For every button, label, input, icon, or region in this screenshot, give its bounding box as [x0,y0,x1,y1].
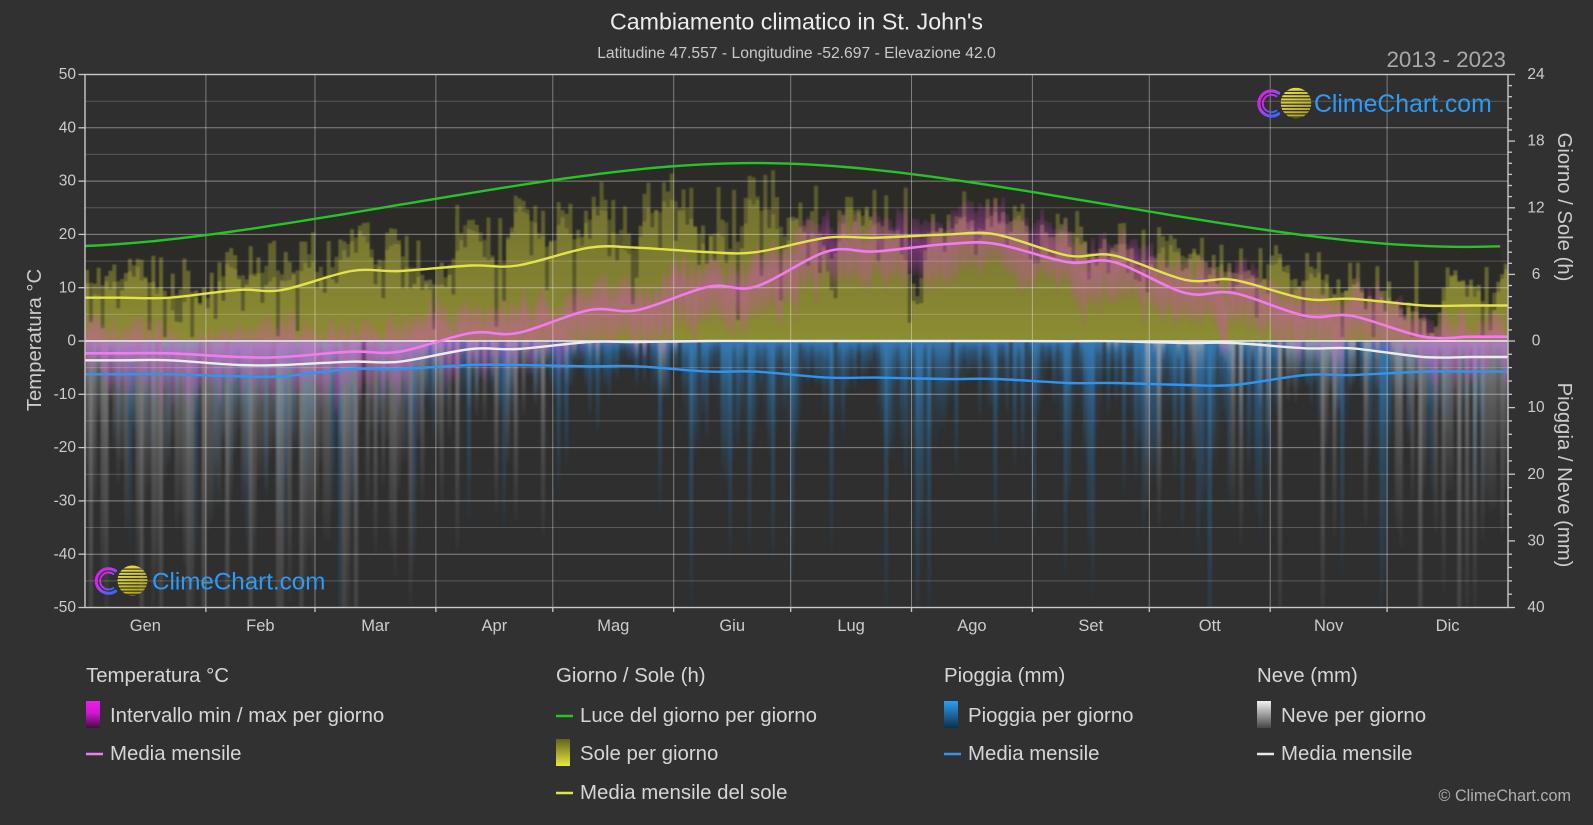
svg-text:Media mensile: Media mensile [1281,743,1412,765]
svg-text:Feb: Feb [246,617,274,635]
svg-text:Temperatura °C: Temperatura °C [86,665,229,687]
svg-text:© ClimeChart.com: © ClimeChart.com [1439,787,1571,805]
svg-text:Pioggia / Neve (mm): Pioggia / Neve (mm) [1553,383,1575,568]
svg-text:12: 12 [1527,199,1544,216]
svg-text:Giu: Giu [719,617,745,635]
svg-text:-40: -40 [54,546,77,563]
svg-text:ClimeChart.com: ClimeChart.com [152,569,325,596]
svg-text:Ott: Ott [1199,617,1221,635]
svg-text:10: 10 [1527,399,1545,416]
svg-text:40: 40 [59,119,77,136]
svg-text:-50: -50 [54,599,77,616]
svg-text:Giorno / Sole (h): Giorno / Sole (h) [1553,133,1575,282]
svg-text:10: 10 [59,279,77,296]
svg-text:Luce del giorno per giorno: Luce del giorno per giorno [580,705,817,727]
svg-text:50: 50 [59,66,77,83]
svg-text:Nov: Nov [1314,617,1344,635]
svg-text:Intervallo min / max per giorn: Intervallo min / max per giorno [110,705,384,727]
svg-text:Ago: Ago [957,617,986,635]
svg-text:Latitudine 47.557 - Longitudin: Latitudine 47.557 - Longitudine -52.697 … [597,45,996,62]
svg-text:30: 30 [1527,532,1545,549]
svg-text:Set: Set [1078,617,1103,635]
svg-text:24: 24 [1527,66,1545,83]
svg-text:Apr: Apr [482,617,508,635]
svg-text:Media mensile del sole: Media mensile del sole [580,782,787,804]
svg-text:Pioggia per giorno: Pioggia per giorno [968,705,1134,727]
svg-text:Mar: Mar [361,617,390,635]
svg-text:ClimeChart.com: ClimeChart.com [1314,91,1492,118]
svg-text:Media mensile: Media mensile [110,743,241,765]
svg-text:Media mensile: Media mensile [968,743,1099,765]
svg-text:20: 20 [59,226,77,243]
svg-text:18: 18 [1527,133,1544,150]
svg-text:20: 20 [1527,466,1545,483]
svg-text:Pioggia (mm): Pioggia (mm) [944,665,1065,687]
svg-text:0: 0 [67,333,76,350]
svg-text:Mag: Mag [597,617,629,635]
svg-text:30: 30 [59,173,77,190]
svg-text:Dic: Dic [1436,617,1460,635]
svg-text:Gen: Gen [130,617,161,635]
svg-text:Lug: Lug [837,617,865,635]
svg-text:Neve per giorno: Neve per giorno [1281,705,1426,727]
svg-text:Giorno / Sole (h): Giorno / Sole (h) [556,665,706,687]
svg-text:-30: -30 [54,492,77,509]
svg-text:40: 40 [1527,599,1545,616]
svg-text:-10: -10 [54,386,77,403]
svg-text:-20: -20 [54,439,77,456]
svg-text:Neve (mm): Neve (mm) [1257,665,1358,687]
svg-text:6: 6 [1532,266,1541,283]
svg-text:0: 0 [1532,333,1541,350]
svg-text:Temperatura °C: Temperatura °C [24,269,46,411]
svg-text:Sole per giorno: Sole per giorno [580,743,718,765]
svg-text:Cambiamento climatico in St. J: Cambiamento climatico in St. John's [610,9,983,35]
svg-text:2013 - 2023: 2013 - 2023 [1386,47,1506,72]
